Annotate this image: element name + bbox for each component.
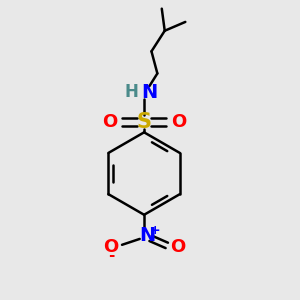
Text: O: O: [171, 113, 187, 131]
Text: S: S: [136, 112, 152, 132]
Text: N: N: [141, 83, 158, 102]
Text: N: N: [139, 226, 155, 245]
Text: O: O: [103, 238, 118, 256]
Text: -: -: [108, 248, 114, 263]
Text: O: O: [170, 238, 185, 256]
Text: O: O: [102, 113, 117, 131]
Text: H: H: [125, 83, 139, 101]
Text: +: +: [150, 224, 160, 237]
